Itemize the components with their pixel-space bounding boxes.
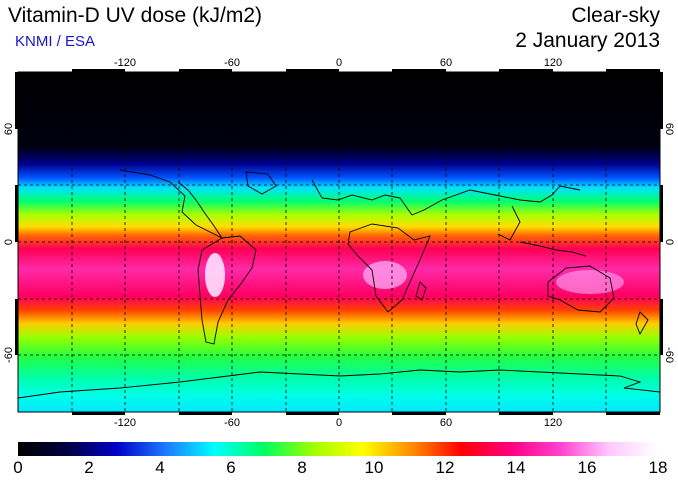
colorbar-label-14: 14 [506,458,526,477]
colorbar-label-18: 18 [648,458,668,477]
indonesia-coast [519,241,587,257]
colorbar-label-12: 12 [435,458,455,477]
colorbar [18,442,658,456]
greenland-coast [245,171,277,195]
colorbar-label-8: 8 [297,458,307,477]
lon-tick-bottom-60: 60 [440,417,452,429]
colorbar-label-4: 4 [155,458,165,477]
colorbar-label-10: 10 [364,458,384,477]
lat-tick-right-0: 0 [663,239,675,245]
lat-tick-left-m60: -60 [3,347,15,363]
lat-tick-left-60: 60 [3,123,15,135]
lon-tick-top-0: 0 [336,57,342,69]
lon-tick-top-120: 120 [544,57,562,69]
lon-tick-top-m60: -60 [224,57,240,69]
colorbar-label-0: 0 [13,458,23,477]
south-america-coast [197,235,257,345]
africa-peak [363,261,407,289]
colorbar-label-2: 2 [84,458,94,477]
coastlines [17,169,661,399]
lon-tick-bottom-m60: -60 [224,417,240,429]
sky-condition-label: Clear-sky [571,4,660,27]
south-america-peak [205,253,225,297]
date-label: 2 January 2013 [515,29,660,52]
lon-tick-top-m120: -120 [114,57,136,69]
uv-dose-map: -120 -60 0 60 120 -120 -60 0 60 120 60 0… [3,57,675,429]
africa-coast [347,223,431,313]
lon-tick-bottom-0: 0 [336,417,342,429]
new-zealand-coast [635,311,649,336]
madagascar-coast [415,281,427,301]
frame-bars [15,69,663,415]
map-title: Vitamin-D UV dose (kJ/m2) [8,4,263,27]
lat-tick-right-m60: -60 [663,347,675,363]
lon-tick-top-60: 60 [440,57,452,69]
antarctica-coast [17,369,661,399]
lon-tick-bottom-120: 120 [544,417,562,429]
graticule [18,72,660,412]
australia-peak [556,270,624,294]
eurasia-coast [311,179,581,241]
lat-tick-left-0: 0 [3,239,15,245]
lon-tick-bottom-m120: -120 [114,417,136,429]
colorbar-label-6: 6 [226,458,236,477]
credit-label: KNMI / ESA [15,33,96,50]
australia-coast [547,265,615,313]
north-america-coast [119,169,224,240]
lat-tick-right-60: 60 [663,123,675,135]
colorbar-label-16: 16 [577,458,597,477]
